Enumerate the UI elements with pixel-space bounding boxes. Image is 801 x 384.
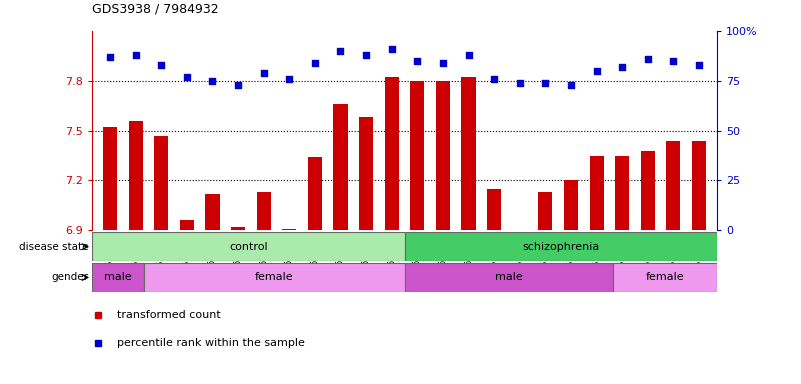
Bar bbox=[613, 263, 717, 292]
Bar bbox=[231, 227, 245, 230]
Point bbox=[616, 64, 629, 70]
Bar bbox=[92, 263, 144, 292]
Point bbox=[488, 76, 501, 82]
Point bbox=[283, 76, 296, 82]
Point bbox=[155, 61, 167, 68]
Point bbox=[513, 79, 526, 86]
Text: schizophrenia: schizophrenia bbox=[522, 242, 599, 252]
Bar bbox=[144, 263, 405, 292]
Text: male: male bbox=[495, 272, 522, 283]
Point bbox=[539, 79, 552, 86]
Point bbox=[360, 51, 372, 58]
Point bbox=[642, 56, 654, 62]
Bar bbox=[461, 77, 476, 230]
Bar bbox=[564, 180, 578, 230]
Bar bbox=[692, 141, 706, 230]
Text: GDS3938 / 7984932: GDS3938 / 7984932 bbox=[92, 2, 219, 15]
Point bbox=[411, 58, 424, 64]
Bar bbox=[256, 192, 271, 230]
Point bbox=[667, 58, 680, 64]
Text: gender: gender bbox=[51, 272, 88, 283]
Point bbox=[693, 61, 706, 68]
Bar bbox=[308, 157, 322, 230]
Bar bbox=[487, 189, 501, 230]
Bar bbox=[155, 136, 168, 230]
Point bbox=[231, 81, 244, 88]
Point bbox=[103, 54, 116, 60]
Point bbox=[308, 60, 321, 66]
Text: percentile rank within the sample: percentile rank within the sample bbox=[117, 338, 305, 348]
Bar bbox=[615, 156, 630, 230]
Text: female: female bbox=[255, 272, 294, 283]
Bar bbox=[282, 229, 296, 230]
Bar bbox=[359, 117, 373, 230]
Bar bbox=[103, 127, 117, 230]
Point bbox=[437, 60, 449, 66]
Bar bbox=[405, 232, 717, 261]
Bar bbox=[179, 220, 194, 230]
Text: disease state: disease state bbox=[18, 242, 88, 252]
Bar bbox=[436, 81, 450, 230]
Text: male: male bbox=[104, 272, 132, 283]
Point bbox=[257, 70, 270, 76]
Bar bbox=[92, 232, 405, 261]
Point bbox=[129, 51, 142, 58]
Bar bbox=[538, 192, 553, 230]
Point bbox=[590, 68, 603, 74]
Bar bbox=[205, 194, 219, 230]
Bar bbox=[641, 151, 654, 230]
Point bbox=[462, 51, 475, 58]
Bar bbox=[590, 156, 604, 230]
Text: transformed count: transformed count bbox=[117, 310, 221, 320]
Bar bbox=[384, 77, 399, 230]
Bar bbox=[129, 121, 143, 230]
Text: female: female bbox=[646, 272, 684, 283]
Bar bbox=[410, 81, 425, 230]
Point bbox=[206, 78, 219, 84]
Point bbox=[385, 46, 398, 52]
Bar bbox=[513, 230, 527, 234]
Bar bbox=[666, 141, 680, 230]
Text: control: control bbox=[229, 242, 268, 252]
Bar bbox=[405, 263, 613, 292]
Point bbox=[180, 74, 193, 80]
Bar bbox=[333, 104, 348, 230]
Point bbox=[565, 81, 578, 88]
Point bbox=[334, 48, 347, 54]
